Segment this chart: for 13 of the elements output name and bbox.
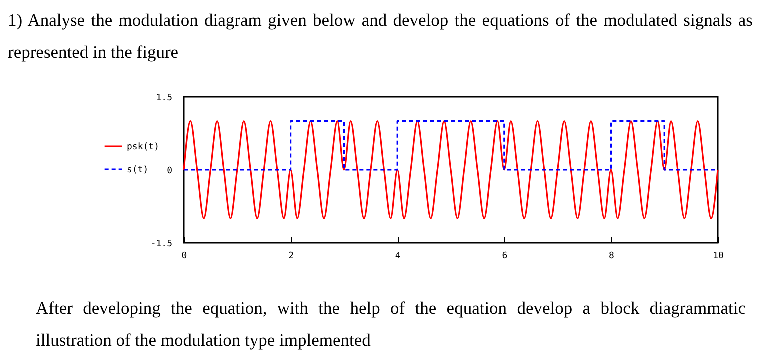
text: After developing the equation, with the help of the equation develop a block diagrammatic illustration of the modulation type implemented — [36, 297, 746, 352]
y-tick-label: 1.5 — [156, 94, 172, 104]
x-tick-label: 0 — [182, 252, 188, 262]
y-tick-label: 0 — [167, 166, 172, 176]
y-tick-label: -1.5 — [150, 240, 172, 250]
chart-title: 1) Analyse the modulation diagram given below and develop the equations of the modulated signals as represented in the figure — [8, 9, 753, 64]
x-tick-label: 4 — [395, 252, 401, 262]
x-tick-label: 6 — [502, 252, 508, 262]
legend-label: psk(t) — [127, 142, 160, 152]
x-tick-label: 2 — [288, 252, 294, 262]
x-tick-label: 8 — [608, 252, 614, 262]
legend-label: s(t) — [127, 166, 149, 176]
x-tick-label: 10 — [713, 252, 724, 262]
